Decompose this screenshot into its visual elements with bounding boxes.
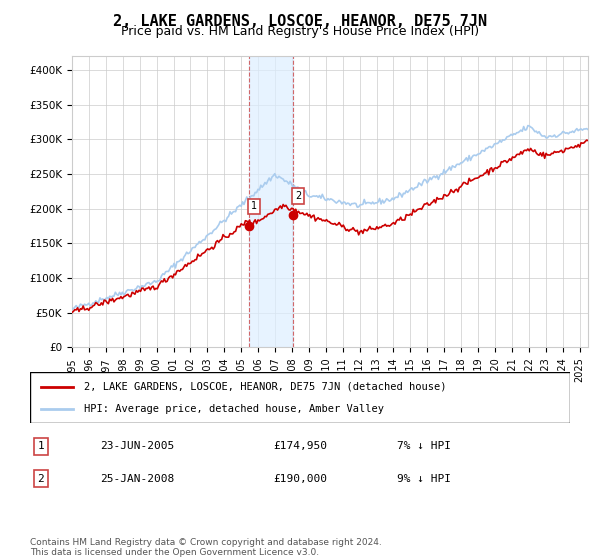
- Text: 2: 2: [37, 474, 44, 484]
- Text: 25-JAN-2008: 25-JAN-2008: [100, 474, 175, 484]
- Text: £174,950: £174,950: [273, 441, 327, 451]
- Text: 1: 1: [251, 202, 257, 212]
- Text: Contains HM Land Registry data © Crown copyright and database right 2024.
This d: Contains HM Land Registry data © Crown c…: [30, 538, 382, 557]
- Text: £190,000: £190,000: [273, 474, 327, 484]
- Text: 1: 1: [37, 441, 44, 451]
- Text: 7% ↓ HPI: 7% ↓ HPI: [397, 441, 451, 451]
- Text: 2, LAKE GARDENS, LOSCOE, HEANOR, DE75 7JN: 2, LAKE GARDENS, LOSCOE, HEANOR, DE75 7J…: [113, 14, 487, 29]
- Bar: [250, 56, 293, 347]
- Text: 23-JUN-2005: 23-JUN-2005: [100, 441, 175, 451]
- Text: 9% ↓ HPI: 9% ↓ HPI: [397, 474, 451, 484]
- Text: Price paid vs. HM Land Registry's House Price Index (HPI): Price paid vs. HM Land Registry's House …: [121, 25, 479, 38]
- Text: HPI: Average price, detached house, Amber Valley: HPI: Average price, detached house, Ambe…: [84, 404, 384, 414]
- Text: 2, LAKE GARDENS, LOSCOE, HEANOR, DE75 7JN (detached house): 2, LAKE GARDENS, LOSCOE, HEANOR, DE75 7J…: [84, 381, 446, 391]
- FancyBboxPatch shape: [30, 372, 570, 423]
- Text: 2: 2: [295, 191, 301, 201]
